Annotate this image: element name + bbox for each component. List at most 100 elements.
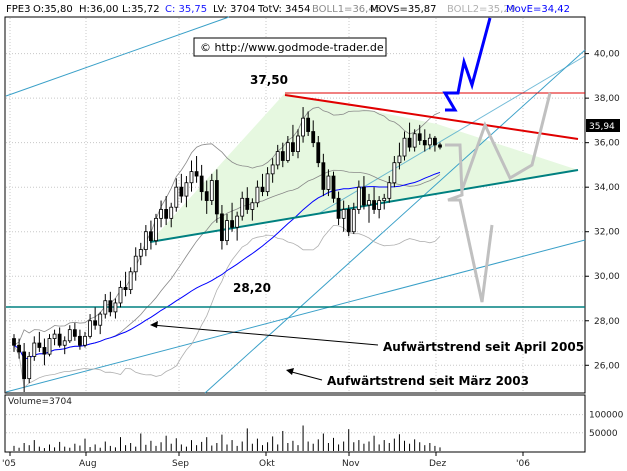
candle-body xyxy=(113,302,118,313)
candle-body xyxy=(169,206,174,219)
candle-body xyxy=(275,151,280,166)
y-tick-label: 28,00 xyxy=(594,317,620,327)
candle-body xyxy=(402,137,407,157)
candle-body xyxy=(123,286,128,290)
x-tick-label: '05 xyxy=(2,459,16,469)
arrow-trend-march-2003 xyxy=(286,368,323,381)
y-tick-label: 40,00 xyxy=(594,50,620,60)
candle-body xyxy=(22,351,27,380)
candle-body xyxy=(316,142,321,164)
volume-tick-label: 50000 xyxy=(589,429,618,439)
candle-body xyxy=(37,342,42,348)
candle-body xyxy=(93,320,98,326)
header-boll1: BOLL1=36,45 xyxy=(312,4,381,15)
candle-body xyxy=(149,231,153,242)
y-tick-label: 30,00 xyxy=(594,272,620,282)
candlesticks xyxy=(12,107,442,392)
volume-grid xyxy=(6,414,584,434)
candle-body xyxy=(260,186,265,193)
volume-bars xyxy=(13,425,441,451)
candle-body xyxy=(118,286,123,304)
y-axis: 40,00 38,00 36,00 34,00 32,00 30,00 28,00 26,00 xyxy=(585,50,620,371)
y-tick-label: 32,00 xyxy=(594,228,620,238)
candle-body xyxy=(154,217,158,242)
watermark-text: © http://www.godmode-trader.de xyxy=(200,41,384,54)
candle-body xyxy=(377,200,382,210)
candle-body xyxy=(42,347,47,355)
y-tick-label: 34,00 xyxy=(594,183,620,193)
candle-body xyxy=(407,137,412,148)
header-total-volume: TotV: 3454 xyxy=(257,4,310,15)
candle-body xyxy=(392,162,397,184)
candle-body xyxy=(230,220,234,228)
candle-body xyxy=(83,335,87,346)
candle-body xyxy=(367,200,371,206)
volume-tick-label: 100000 xyxy=(589,411,624,421)
candle-body xyxy=(57,333,62,346)
candle-body xyxy=(255,186,260,204)
candle-body xyxy=(128,271,133,290)
candle-body xyxy=(220,213,224,242)
candle-body xyxy=(326,175,331,190)
candle-body xyxy=(52,333,57,339)
candle-body xyxy=(438,144,442,148)
candle-body xyxy=(98,313,103,326)
label-high-37-50: 37,50 xyxy=(250,73,288,87)
x-axis: '05 Aug Sep Okt Nov Dez '06 xyxy=(2,452,530,469)
label-trend-april-2005: Aufwärtstrend seit April 2005 xyxy=(383,340,584,354)
candle-body xyxy=(321,162,326,190)
candle-body xyxy=(108,300,113,313)
candle-body xyxy=(47,338,52,355)
candle-body xyxy=(194,171,199,177)
header-move: MovE=34,42 xyxy=(506,4,570,15)
bollinger-lower-line xyxy=(13,224,441,389)
arrow-trend-april-2005 xyxy=(150,321,379,346)
candle-body xyxy=(240,197,245,217)
header: FPE3 O:35,80 H:36,00 L:35,72 C: 35,75 LV… xyxy=(6,4,570,15)
candle-body xyxy=(179,186,184,197)
candle-body xyxy=(265,173,270,193)
candle-body xyxy=(159,209,163,219)
candle-body xyxy=(351,209,356,233)
bollinger-upper-line xyxy=(13,106,441,346)
volume-axis: 100000 50000 xyxy=(589,411,624,439)
header-high: H:36,00 xyxy=(79,4,119,15)
candle-body xyxy=(72,329,77,337)
candle-body xyxy=(422,140,427,146)
triangle-resistance-line xyxy=(284,94,579,140)
y-tick-label: 26,00 xyxy=(594,361,620,371)
candle-body xyxy=(417,133,422,141)
candle-body xyxy=(189,171,194,184)
candle-body xyxy=(245,197,250,210)
volume-label: Volume=3704 xyxy=(8,397,72,407)
header-close: C: 35,75 xyxy=(165,4,207,15)
header-open: O:35,80 xyxy=(33,4,73,15)
x-tick-label: Okt xyxy=(259,459,275,469)
candle-body xyxy=(174,186,179,208)
x-tick-label: Sep xyxy=(172,459,189,469)
watermark: © http://www.godmode-trader.de xyxy=(193,37,387,57)
y-tick-label: 38,00 xyxy=(594,94,620,104)
projection-gray-zigzag xyxy=(460,92,552,191)
projection-gray-down xyxy=(445,143,494,303)
candle-body xyxy=(311,131,316,144)
header-volume: LV: 3704 xyxy=(213,4,256,15)
candle-body xyxy=(12,338,16,346)
label-low-28-20: 28,20 xyxy=(233,281,271,295)
channel-line-march-2003 xyxy=(5,239,586,393)
header-symbol: FPE3 xyxy=(6,4,30,15)
candle-body xyxy=(291,142,295,152)
candle-body xyxy=(209,180,214,201)
candle-body xyxy=(214,180,219,215)
header-low: L:35,72 xyxy=(122,4,160,15)
candle-body xyxy=(270,164,275,175)
candle-body xyxy=(397,155,402,164)
candle-body xyxy=(356,186,361,210)
x-tick-label: '06 xyxy=(516,459,530,469)
x-tick-label: Dez xyxy=(429,459,446,469)
candle-body xyxy=(225,220,229,242)
x-tick-label: Aug xyxy=(79,459,97,469)
candle-body xyxy=(103,300,108,315)
channel-line-april-2005 xyxy=(204,49,586,394)
candle-body xyxy=(143,231,148,250)
